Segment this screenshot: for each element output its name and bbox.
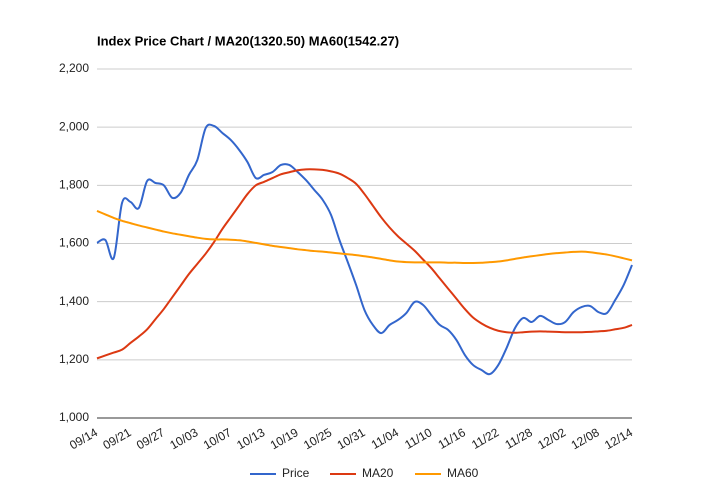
x-tick-label: 11/04 [369, 425, 402, 452]
legend-label: Price [282, 466, 310, 480]
y-tick-label: 2,000 [59, 119, 89, 133]
y-tick-label: 1,000 [59, 410, 89, 424]
y-tick-label: 1,400 [59, 294, 89, 308]
x-tick-label: 12/02 [535, 425, 568, 452]
x-tick-label: 10/19 [268, 425, 301, 452]
legend-label: MA20 [362, 466, 394, 480]
x-tick-label: 11/28 [503, 425, 536, 452]
x-tick-label: 11/16 [436, 425, 469, 452]
legend-label: MA60 [447, 466, 479, 480]
x-tick-label: 11/22 [469, 425, 502, 452]
x-tick-label: 10/03 [167, 425, 200, 452]
chart-title: Index Price Chart / MA20(1320.50) MA60(1… [97, 33, 399, 48]
y-tick-label: 1,600 [59, 236, 89, 250]
y-tick-label: 1,800 [59, 178, 89, 192]
x-tick-label: 09/14 [67, 425, 100, 452]
series-line [96, 168, 633, 360]
x-tick-label: 10/13 [234, 425, 267, 452]
y-tick-label: 2,200 [59, 61, 89, 75]
x-tick-label: 12/14 [602, 425, 635, 452]
x-tick-label: 12/08 [569, 425, 602, 452]
x-tick-label: 10/07 [201, 425, 234, 452]
x-tick-label: 10/31 [335, 425, 368, 452]
y-tick-label: 1,200 [59, 352, 89, 366]
x-tick-label: 11/10 [402, 425, 435, 452]
series-line [96, 210, 633, 265]
series-line [96, 123, 633, 376]
x-tick-label: 09/27 [134, 425, 167, 452]
x-tick-label: 09/21 [101, 425, 134, 452]
x-tick-label: 10/25 [301, 425, 334, 452]
